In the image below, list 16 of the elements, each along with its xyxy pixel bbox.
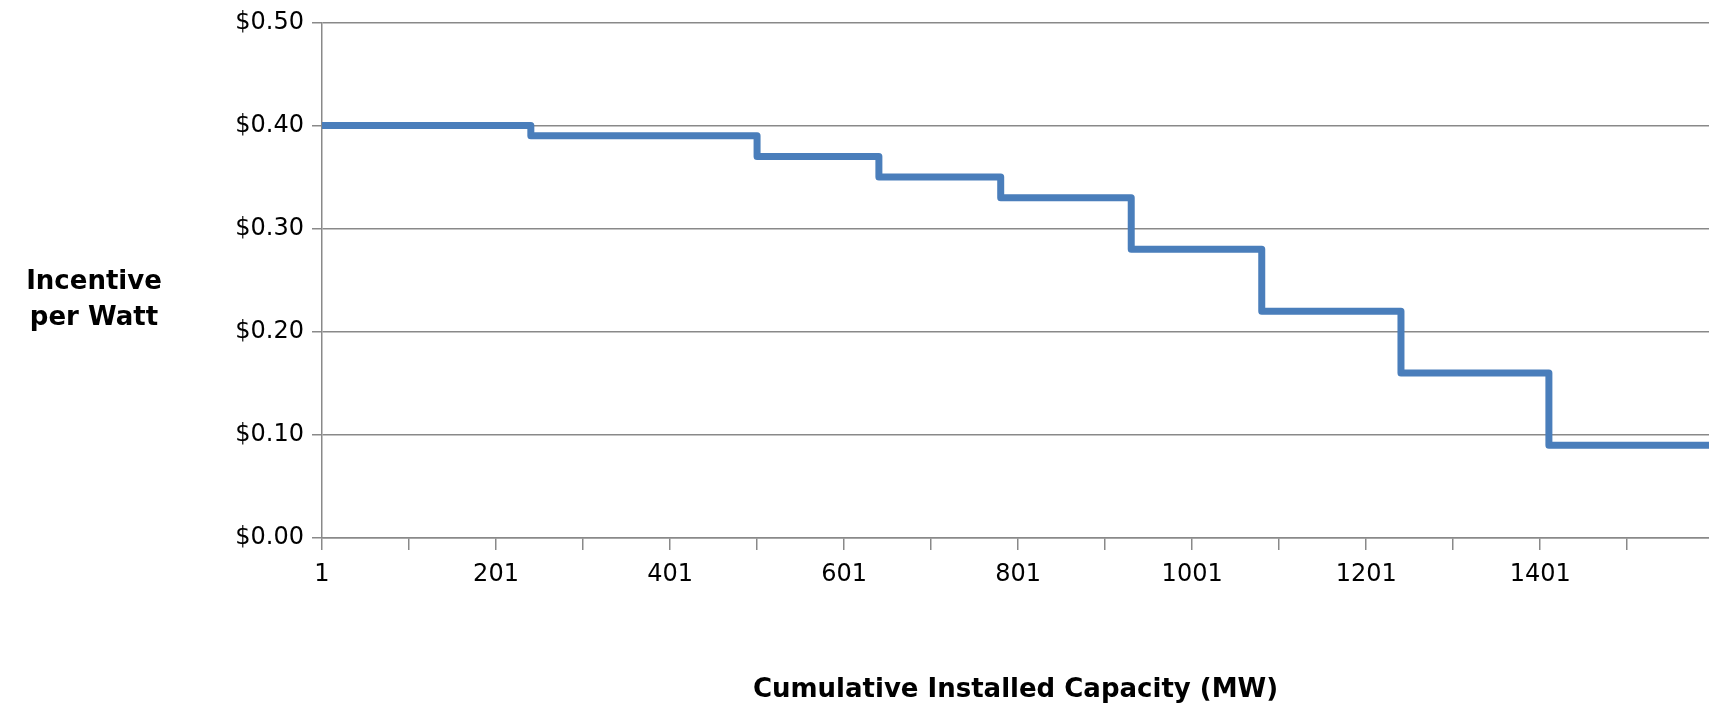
x-axis-title: Cumulative Installed Capacity (MW) [752,673,1279,704]
x-tick-label: 601 [821,558,867,587]
y-tick-label: $0.30 [235,212,304,241]
y-tick-label: $0.20 [235,315,304,344]
x-tick-label: 201 [473,558,519,587]
x-tick-label: 1201 [1335,558,1397,587]
y-tick-label: $0.50 [235,6,304,35]
x-tick-label: 1001 [1161,558,1223,587]
x-tick-label: 1401 [1509,558,1571,587]
y-axis-title: Incentive per Watt [25,264,163,333]
y-tick-label: $0.10 [235,419,304,448]
x-tick-label: 801 [995,558,1042,587]
y-tick-label: $0.40 [235,109,304,138]
y-tick-label: $0.00 [235,522,304,551]
x-tick-label: 1 [314,558,330,587]
x-tick-label: 401 [647,558,693,587]
